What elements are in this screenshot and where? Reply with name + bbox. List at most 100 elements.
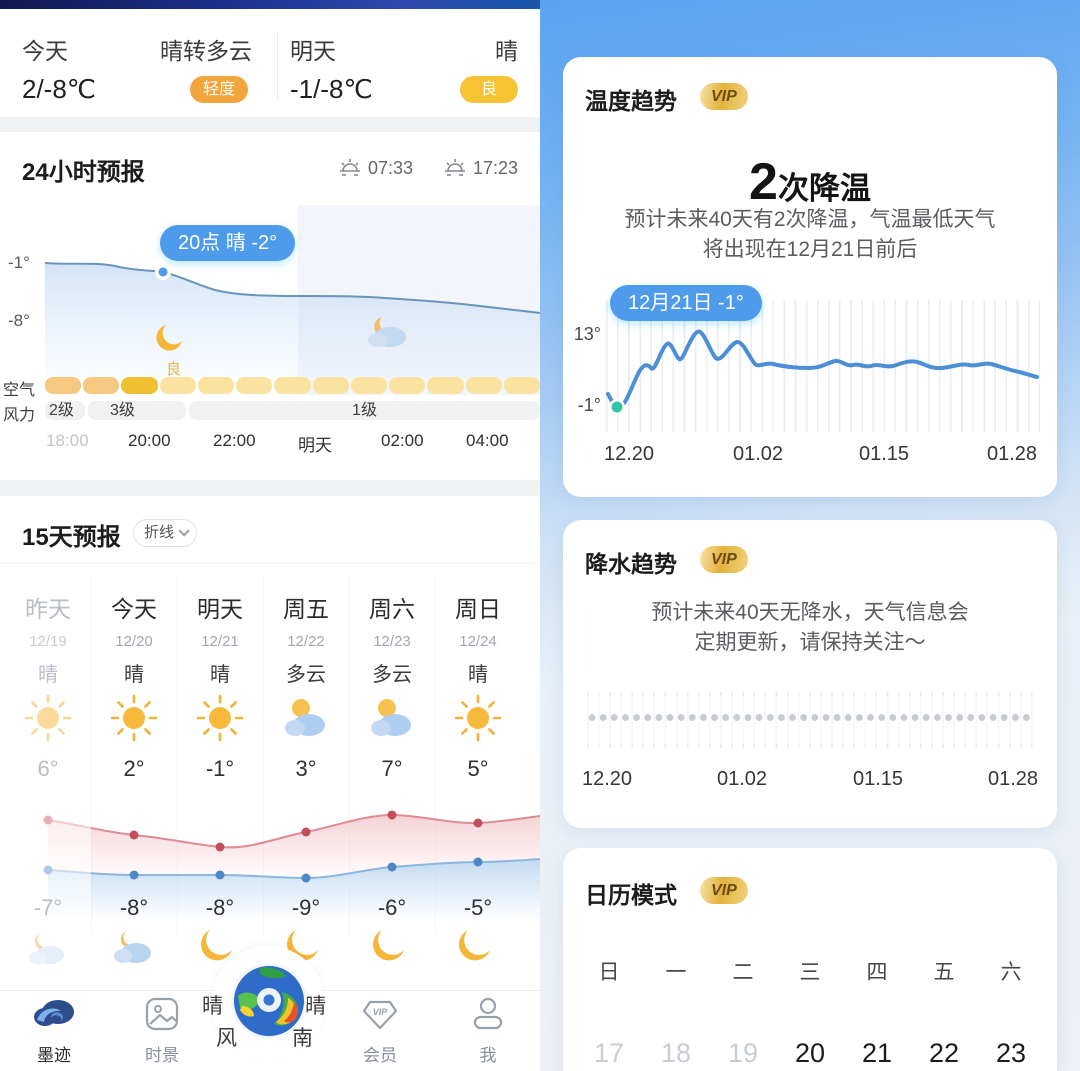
moon-icon bbox=[156, 325, 182, 351]
sun-cloud-icon bbox=[263, 693, 349, 748]
vip-badge[interactable]: VIP bbox=[700, 546, 748, 573]
low-temp: -5° bbox=[463, 895, 493, 920]
temp-trend-chart[interactable] bbox=[563, 57, 1057, 497]
day-column-saturday[interactable]: 周六 12/23 多云 7° bbox=[349, 590, 435, 782]
tomorrow-label: 明天 bbox=[290, 38, 336, 64]
low-temp: -8° bbox=[205, 895, 235, 920]
hourly-section-title: 24小时预报 bbox=[22, 159, 145, 186]
night-cond-partial: 晴 bbox=[202, 995, 223, 1018]
hourly-temp-curve bbox=[44, 262, 540, 377]
sun-icon bbox=[177, 693, 263, 748]
sunrise-time: 07:33 bbox=[368, 158, 414, 178]
temp-trend-title: 温度趋势 bbox=[585, 88, 677, 114]
sun-icon bbox=[5, 693, 91, 748]
column-divider bbox=[177, 575, 178, 935]
sun-cloud-icon bbox=[349, 693, 435, 748]
precip-trend-card: 降水趋势 VIP 预计未来40天无降水，天气信息会 定期更新，请保持关注～ 12… bbox=[563, 520, 1057, 828]
column-divider bbox=[349, 575, 350, 935]
temp-trend-headline: 2次降温 bbox=[749, 153, 871, 211]
precip-desc-line1: 预计未来40天无降水，天气信息会 bbox=[651, 601, 969, 624]
vip-badge[interactable]: VIP bbox=[700, 877, 748, 904]
air-quality-bar bbox=[45, 377, 540, 394]
calendar-day[interactable]: 23 bbox=[995, 1038, 1027, 1068]
hourly-ytick-top: -1° bbox=[8, 253, 30, 272]
calendar-day[interactable]: 22 bbox=[928, 1038, 960, 1068]
temp-trend-desc-line1: 预计未来40天有2次降温，气温最低天气 bbox=[624, 208, 996, 231]
svg-text:VIP: VIP bbox=[373, 1007, 389, 1017]
nav-tab-me[interactable]: 我 bbox=[448, 994, 528, 1066]
today-condition: 晴转多云 bbox=[160, 38, 252, 64]
summary-divider bbox=[277, 32, 278, 102]
column-divider bbox=[91, 575, 92, 935]
air-row-label: 空气 bbox=[3, 382, 36, 399]
chart-style-toggle[interactable]: 折线 bbox=[133, 519, 198, 547]
precip-trend-title: 降水趋势 bbox=[585, 551, 677, 577]
calendar-date-row: 17 18 19 20 21 22 23 bbox=[587, 1038, 1033, 1069]
day-column-tomorrow[interactable]: 明天 12/21 晴 -1° bbox=[177, 590, 263, 782]
moji-logo-icon bbox=[34, 1000, 74, 1026]
vip-badge[interactable]: VIP bbox=[700, 83, 748, 110]
day-column-today[interactable]: 今天 12/20 晴 2° bbox=[91, 590, 177, 782]
low-temp: -8° bbox=[119, 895, 149, 920]
day-column-yesterday[interactable]: 昨天 12/19 晴 6° bbox=[5, 590, 91, 782]
trend-ytick-max: 13° bbox=[573, 324, 601, 344]
today-temp: 2/-8℃ bbox=[22, 74, 97, 104]
precip-dot-series[interactable] bbox=[587, 713, 1033, 722]
hourly-time-axis: 18:00 20:00 22:00 明天 02:00 04:00 bbox=[46, 431, 509, 455]
sunset-time: 17:23 bbox=[473, 158, 519, 178]
column-divider bbox=[263, 575, 264, 935]
wind-bar: 2级 3级 1级 bbox=[45, 401, 540, 420]
hourly-chart[interactable]: 20点 晴 -2° -1° -8° 良 空气 风力 2级 3级 1级 18:00… bbox=[0, 205, 540, 455]
weather-main-screen: 今天 晴转多云 2/-8℃ 轻度 明天 晴 -1/-8℃ 良 24小时预报 07… bbox=[0, 0, 540, 1066]
sunrise-icon bbox=[338, 157, 362, 184]
wind-seg-2: 3级 bbox=[88, 401, 186, 420]
hourly-ytick-bottom: -8° bbox=[8, 311, 30, 330]
tomorrow-condition: 晴 bbox=[495, 38, 518, 64]
wind-seg-1: 2级 bbox=[45, 401, 85, 420]
nav-tab-vip[interactable]: VIP 会员 bbox=[340, 994, 420, 1066]
calendar-card: 日历模式 VIP 日 一 二 三 四 五 六 17 18 19 20 21 22… bbox=[563, 848, 1057, 1071]
day-column-sunday[interactable]: 周日 12/24 晴 5° bbox=[435, 590, 521, 782]
night-cond-partial: 晴 bbox=[305, 995, 326, 1018]
calendar-day[interactable]: 19 bbox=[727, 1038, 759, 1068]
nav-tab-scenes[interactable]: 时景 bbox=[122, 994, 202, 1066]
sunset-icon bbox=[443, 157, 467, 184]
section-separator bbox=[0, 117, 540, 132]
daily-section-title: 15天预报 bbox=[22, 524, 121, 551]
calendar-title: 日历模式 bbox=[585, 882, 677, 908]
wind-seg-3: 1级 bbox=[189, 401, 540, 420]
calendar-week-header: 日 一 二 三 四 五 六 bbox=[598, 961, 1022, 984]
photo-icon bbox=[145, 997, 179, 1031]
chevron-down-icon bbox=[178, 525, 190, 537]
temp-trend-card: 温度趋势 VIP 2次降温 预计未来40天有2次降温，气温最低天气 将出现在12… bbox=[563, 57, 1057, 497]
trend-40d-panel: 温度趋势 VIP 2次降温 预计未来40天有2次降温，气温最低天气 将出现在12… bbox=[540, 0, 1080, 1071]
wind-partial: 南 bbox=[292, 1027, 313, 1050]
sun-icon bbox=[435, 693, 521, 748]
tomorrow-aqi-badge[interactable]: 良 bbox=[460, 76, 518, 103]
hourly-tooltip: 20点 晴 -2° bbox=[160, 225, 296, 261]
cloud-moon-icon bbox=[368, 317, 406, 347]
wind-row-label: 风力 bbox=[3, 407, 36, 424]
temp-trend-desc-line2: 将出现在12月21日前后 bbox=[702, 238, 918, 261]
low-temp: -6° bbox=[377, 895, 407, 920]
daily-header-divider bbox=[0, 563, 540, 564]
today-aqi-badge[interactable]: 轻度 bbox=[190, 76, 248, 103]
day-column-friday[interactable]: 周五 12/22 多云 3° bbox=[263, 590, 349, 782]
trend-tooltip: 12月21日 -1° bbox=[610, 285, 762, 321]
column-divider bbox=[435, 575, 436, 935]
radar-globe-icon bbox=[231, 963, 307, 1039]
status-bar bbox=[0, 0, 540, 9]
trend-ytick-min: -1° bbox=[577, 395, 601, 415]
calendar-day[interactable]: 17 bbox=[593, 1038, 625, 1068]
section-separator-2 bbox=[0, 480, 540, 496]
person-icon bbox=[473, 997, 503, 1030]
calendar-day[interactable]: 20 bbox=[794, 1038, 826, 1068]
calendar-day[interactable]: 18 bbox=[660, 1038, 692, 1068]
tomorrow-temp: -1/-8℃ bbox=[290, 74, 373, 104]
calendar-day[interactable]: 21 bbox=[861, 1038, 893, 1068]
map-radar-button[interactable] bbox=[230, 962, 308, 1040]
vip-diamond-icon: VIP bbox=[362, 1000, 398, 1030]
precip-desc-line2: 定期更新，请保持关注～ bbox=[694, 631, 926, 654]
nav-tab-moji[interactable]: 墨迹 bbox=[14, 994, 94, 1066]
air-good-label: 良 bbox=[166, 361, 182, 378]
